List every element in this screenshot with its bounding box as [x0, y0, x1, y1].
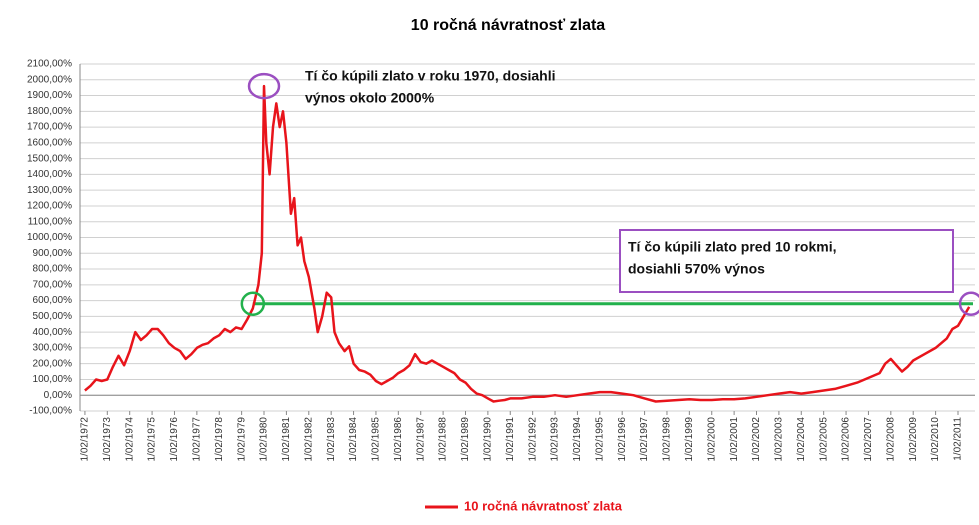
x-tick-label: 1/02/2004	[796, 417, 807, 462]
y-tick-label: 1800,00%	[27, 106, 72, 117]
y-tick-label: 1500,00%	[27, 153, 72, 164]
y-tick-label: 900,00%	[33, 248, 73, 259]
y-tick-label: 1200,00%	[27, 201, 72, 212]
annotation-text: dosiahli 570% výnos	[628, 261, 765, 277]
highlight-circle	[240, 291, 266, 316]
y-tick-label: 0,00%	[44, 390, 72, 401]
x-tick-label: 1/02/2011	[953, 417, 964, 461]
x-tick-label: 1/02/1981	[281, 417, 292, 462]
y-tick-label: 1600,00%	[27, 138, 72, 149]
x-tick-label: 1/02/1997	[639, 417, 650, 462]
x-tick-label: 1/02/1979	[236, 417, 247, 462]
annotation-text: Tí čo kúpili zlato v roku 1970, dosiahli	[305, 68, 556, 84]
chart-title: 10 ročná návratnosť zlata	[411, 17, 606, 34]
x-tick-label: 1/02/2005	[818, 417, 829, 462]
x-tick-label: 1/02/1972	[80, 417, 91, 462]
x-tick-label: 1/02/2003	[774, 417, 785, 462]
x-tick-label: 1/02/1996	[617, 417, 628, 462]
x-tick-label: 1/02/1986	[393, 417, 404, 462]
x-tick-label: 1/02/2008	[885, 417, 896, 462]
x-tick-label: 1/02/1982	[303, 417, 314, 462]
x-tick-label: 1/02/2009	[908, 417, 919, 462]
x-tick-label: 1/02/1983	[326, 417, 337, 462]
x-tick-label: 1/02/1989	[460, 417, 471, 462]
x-tick-label: 1/02/1975	[147, 417, 158, 462]
y-tick-label: 1000,00%	[27, 232, 72, 243]
x-tick-label: 1/02/2007	[863, 417, 874, 462]
x-tick-label: 1/02/2010	[930, 417, 941, 462]
y-tick-label: 2100,00%	[27, 59, 72, 70]
y-tick-label: 600,00%	[33, 295, 73, 306]
y-tick-label: 700,00%	[33, 279, 73, 290]
x-tick-label: 1/02/1990	[483, 417, 494, 462]
y-tick-label: 1400,00%	[27, 169, 72, 180]
y-tick-label: 100,00%	[33, 374, 73, 385]
y-tick-label: 800,00%	[33, 264, 73, 275]
y-tick-label: 500,00%	[33, 311, 73, 322]
x-tick-label: 1/02/1984	[348, 417, 359, 462]
x-tick-label: 1/02/1980	[259, 417, 270, 462]
x-tick-label: 1/02/2001	[729, 417, 740, 462]
x-tick-label: 1/02/1985	[371, 417, 382, 462]
y-tick-label: 1700,00%	[27, 122, 72, 133]
x-tick-label: 1/02/2006	[841, 417, 852, 462]
x-tick-label: 1/02/1987	[415, 417, 426, 462]
x-tick-label: 1/02/1998	[662, 417, 673, 462]
x-tick-label: 1/02/1995	[594, 417, 605, 462]
y-tick-label: 200,00%	[33, 358, 73, 369]
y-tick-label: 300,00%	[33, 343, 73, 354]
y-tick-label: -100,00%	[29, 406, 72, 417]
y-tick-label: 1100,00%	[28, 216, 72, 227]
annotation-text: výnos okolo 2000%	[305, 90, 435, 106]
x-tick-label: 1/02/1999	[684, 417, 695, 462]
y-tick-label: 1900,00%	[27, 90, 72, 101]
x-tick-label: 1/02/1976	[169, 417, 180, 462]
highlight-circle	[247, 72, 281, 100]
annotation-text: Tí čo kúpili zlato pred 10 rokmi,	[628, 239, 837, 255]
x-tick-label: 1/02/1978	[214, 417, 225, 462]
x-tick-label: 1/02/1988	[438, 417, 449, 462]
legend-label: 10 ročná návratnosť zlata	[464, 498, 623, 513]
x-tick-label: 1/02/2000	[706, 417, 717, 462]
x-tick-label: 1/02/1974	[124, 417, 135, 462]
x-tick-label: 1/02/1977	[191, 417, 202, 462]
y-tick-label: 400,00%	[33, 327, 73, 338]
y-tick-label: 1300,00%	[27, 185, 72, 196]
x-tick-label: 1/02/1993	[550, 417, 561, 462]
x-tick-label: 1/02/1994	[572, 417, 583, 462]
x-tick-label: 1/02/1992	[527, 417, 538, 462]
x-tick-label: 1/02/1991	[505, 417, 516, 462]
x-tick-label: 1/02/2002	[751, 417, 762, 462]
annotation-box	[619, 229, 954, 293]
y-tick-label: 2000,00%	[27, 74, 72, 85]
x-tick-label: 1/02/1973	[102, 417, 113, 462]
series-line	[84, 84, 971, 403]
highlight-circle	[958, 291, 979, 316]
